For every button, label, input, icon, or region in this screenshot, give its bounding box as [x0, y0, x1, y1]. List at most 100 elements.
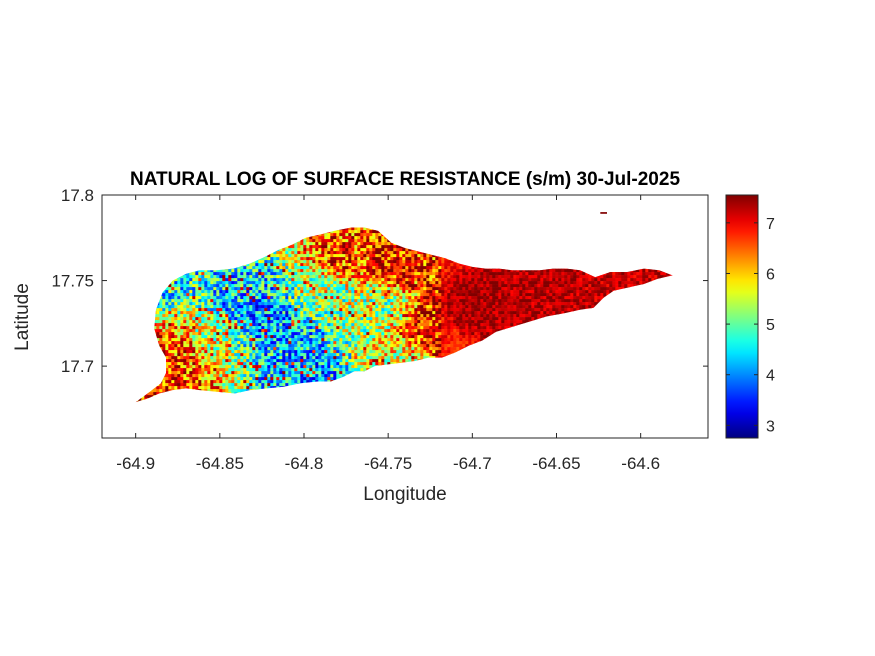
heat-cell	[330, 239, 334, 243]
heat-cell	[513, 284, 517, 288]
heat-cell	[459, 266, 463, 270]
heat-cell	[432, 263, 436, 267]
heat-cell	[255, 302, 259, 306]
heat-cell	[411, 287, 415, 291]
heat-cell	[351, 275, 355, 279]
heat-cell	[426, 269, 430, 273]
heat-cell	[462, 296, 466, 300]
heat-cell	[384, 245, 388, 249]
heat-cell	[447, 296, 451, 300]
heat-cell	[270, 296, 274, 300]
heat-cell	[270, 281, 274, 285]
heat-cell	[450, 302, 454, 306]
heat-cell	[306, 305, 310, 309]
heat-cell	[288, 296, 292, 300]
heat-cell	[558, 302, 562, 306]
heat-cell	[588, 293, 592, 297]
heat-cell	[252, 284, 256, 288]
heat-cell	[525, 299, 529, 303]
heat-cell	[378, 251, 382, 255]
heat-cell	[402, 260, 406, 264]
heat-cell	[456, 263, 460, 267]
heat-cell	[228, 296, 232, 300]
heat-cell	[483, 296, 487, 300]
heat-cell	[381, 278, 385, 282]
heat-cell	[396, 263, 400, 267]
heat-cell	[372, 257, 376, 261]
heat-cell	[423, 290, 427, 294]
heat-cell	[591, 296, 595, 300]
heat-cell	[654, 272, 658, 276]
heat-cell	[279, 281, 283, 285]
heat-cell	[339, 233, 343, 237]
heat-cell	[285, 290, 289, 294]
heat-cell	[258, 272, 262, 276]
heat-cell	[372, 245, 376, 249]
heat-cell	[444, 290, 448, 294]
heat-cell	[321, 278, 325, 282]
heat-cell	[516, 272, 520, 276]
heat-cell	[324, 278, 328, 282]
heat-cell	[225, 281, 229, 285]
heat-cell	[348, 293, 352, 297]
heat-cell	[408, 275, 412, 279]
heat-cell	[312, 287, 316, 291]
heat-cell	[177, 290, 181, 294]
heat-cell	[294, 251, 298, 255]
heat-cell	[444, 269, 448, 273]
heat-cell	[420, 296, 424, 300]
heat-cell	[300, 269, 304, 273]
heat-cell	[195, 284, 199, 288]
heat-cell	[477, 299, 481, 303]
heat-cell	[405, 299, 409, 303]
heat-cell	[291, 278, 295, 282]
heat-cell	[273, 287, 277, 291]
heat-cell	[249, 266, 253, 270]
heat-cell	[471, 269, 475, 273]
heat-cell	[276, 263, 280, 267]
heat-cell	[537, 290, 541, 294]
heat-cell	[357, 233, 361, 237]
heat-cell	[405, 287, 409, 291]
heat-cell	[369, 302, 373, 306]
heat-cell	[489, 290, 493, 294]
heat-cell	[456, 293, 460, 297]
heat-cell	[282, 269, 286, 273]
heat-cell	[315, 284, 319, 288]
heat-cell	[300, 266, 304, 270]
heat-cell	[441, 293, 445, 297]
heat-cell	[429, 269, 433, 273]
heat-cell	[279, 248, 283, 252]
heat-cell	[438, 293, 442, 297]
heat-cell	[315, 251, 319, 255]
heat-cell	[570, 296, 574, 300]
heat-cell	[603, 293, 607, 297]
heat-cell	[270, 287, 274, 291]
heat-cell	[393, 254, 397, 258]
heat-cell	[300, 281, 304, 285]
heat-cell	[333, 245, 337, 249]
heat-cell	[390, 281, 394, 285]
heat-cell	[453, 278, 457, 282]
heat-cell	[237, 284, 241, 288]
heat-cell	[249, 272, 253, 276]
heat-cell	[456, 299, 460, 303]
heat-cell	[594, 287, 598, 291]
heat-cell	[429, 257, 433, 261]
heat-cell	[447, 263, 451, 267]
heat-cell	[447, 275, 451, 279]
heat-cell	[570, 272, 574, 276]
heat-cell	[348, 269, 352, 273]
heat-cell	[501, 272, 505, 276]
heat-cell	[414, 287, 418, 291]
heat-cell	[438, 272, 442, 276]
heat-cell	[249, 275, 253, 279]
heat-cell	[378, 233, 382, 237]
heat-cell	[510, 302, 514, 306]
heat-cell	[327, 278, 331, 282]
heat-cell	[516, 299, 520, 303]
heat-cell	[303, 248, 307, 252]
heat-cell	[348, 254, 352, 258]
heat-cell	[567, 272, 571, 276]
heat-cell	[582, 284, 586, 288]
